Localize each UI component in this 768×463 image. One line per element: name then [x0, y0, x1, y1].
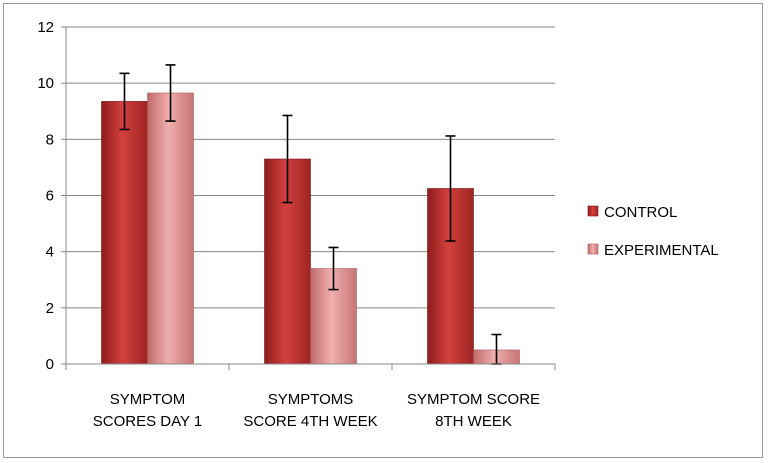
legend: CONTROL EXPERIMENTAL: [587, 204, 719, 259]
x-tick-label: SYMPTOMS SCORE 4TH WEEK: [243, 391, 377, 430]
legend-swatch-experimental: [587, 243, 599, 255]
y-tick-label: 8: [46, 131, 54, 148]
y-tick-label: 10: [37, 75, 54, 92]
x-tick-label: SYMPTOM SCORE 8TH WEEK: [407, 391, 540, 430]
y-tick-label: 0: [46, 356, 54, 373]
y-tick-label: 2: [46, 300, 54, 317]
x-axis: SYMPTOM SCORES DAY 1 SYMPTOMS SCORE 4TH WEE…: [65, 363, 556, 430]
bar-control-1: [101, 101, 148, 365]
bars: [101, 64, 520, 365]
y-tick-label: 12: [37, 19, 54, 36]
legend-swatch-control: [587, 205, 599, 217]
y-axis: 0 2 4 6 8 10 12: [37, 19, 67, 373]
y-tick-label: 6: [46, 188, 54, 205]
legend-label-experimental: EXPERIMENTAL: [604, 242, 719, 259]
y-tick-label: 4: [46, 244, 54, 261]
bar-experimental-1: [147, 92, 194, 365]
legend-label-control: CONTROL: [604, 204, 677, 221]
x-tick-label: SYMPTOM SCORES DAY 1: [93, 391, 202, 430]
